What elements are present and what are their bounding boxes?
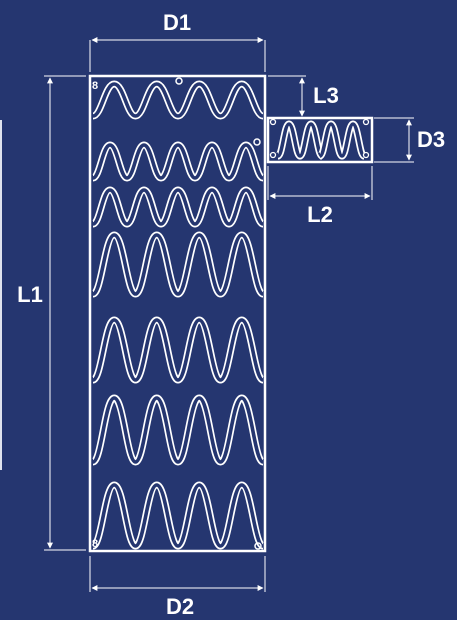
l3-label: L3 bbox=[313, 83, 339, 108]
branch-hole-br bbox=[362, 151, 370, 159]
branch-wave-right-inner bbox=[318, 122, 366, 158]
wave-row-5-inner bbox=[91, 318, 265, 382]
hole-top bbox=[175, 77, 183, 85]
branch-wave-group bbox=[274, 120, 368, 160]
wave-row-6-inner bbox=[91, 396, 265, 464]
branch-hole-tl bbox=[269, 118, 277, 126]
hole-right bbox=[253, 138, 261, 146]
wave-row-1-inner bbox=[92, 82, 264, 118]
marker-bottom-left: 8 bbox=[92, 538, 98, 550]
main-stent-waves bbox=[89, 80, 267, 550]
wave-row-7-inner bbox=[91, 483, 265, 548]
wave-row-4-inner bbox=[91, 233, 265, 296]
branch-stent-outline bbox=[266, 116, 374, 164]
branch-stent-waves bbox=[274, 120, 368, 160]
wave-row-3-inner bbox=[92, 188, 264, 226]
l1-label: L1 bbox=[17, 282, 43, 307]
branch-hole-bl bbox=[269, 151, 277, 159]
hole-bottom-right bbox=[254, 542, 262, 550]
d1-label: D1 bbox=[163, 10, 191, 35]
d3-label: D3 bbox=[417, 127, 445, 152]
d2-label: D2 bbox=[166, 594, 194, 619]
marker-top-left: 8 bbox=[92, 80, 98, 92]
main-stent-outline bbox=[88, 74, 267, 553]
wave-row-2-inner bbox=[92, 143, 264, 180]
branch-hole-tr bbox=[362, 118, 370, 126]
l2-label: L2 bbox=[307, 202, 333, 227]
branch-wave-left-inner bbox=[276, 122, 324, 158]
